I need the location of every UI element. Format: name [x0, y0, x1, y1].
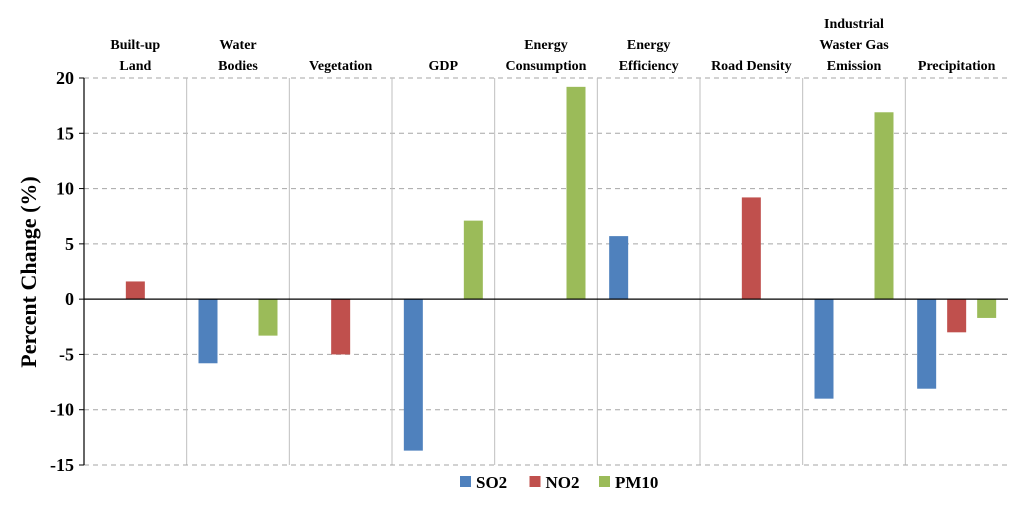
y-axis-title: Percent Change (%)	[16, 176, 41, 367]
category-label: Efficiency	[619, 59, 679, 74]
y-tick-label: 5	[65, 234, 74, 254]
legend-label-so2: SO2	[476, 473, 507, 492]
bar-so2	[609, 236, 629, 300]
y-tick-label: 0	[65, 289, 74, 309]
bar-pm10	[977, 299, 997, 318]
category-label: Precipitation	[918, 59, 996, 74]
category-label: Built-up	[110, 38, 160, 53]
category-label: Emission	[827, 59, 882, 74]
bar-pm10	[874, 112, 894, 300]
category-label: Energy	[524, 38, 568, 53]
y-tick-label: -10	[50, 400, 74, 420]
category-label: Land	[119, 59, 151, 74]
axis-layer	[79, 77, 1008, 466]
bar-layer	[125, 86, 997, 451]
bar-so2	[403, 299, 423, 451]
category-label: Consumption	[506, 59, 587, 74]
label-layer: -15 -10 -5 0 5 10 15 20 Built-up Land Water Bodies V…	[50, 17, 996, 475]
bar-pm10	[258, 299, 278, 336]
category-label: GDP	[429, 59, 459, 74]
y-tick-label: 15	[56, 123, 74, 143]
category-label: Road Density	[711, 59, 792, 74]
legend-swatch-so2	[460, 476, 471, 487]
category-label: Industrial	[824, 17, 884, 32]
category-label: Vegetation	[309, 59, 372, 74]
bar-no2	[741, 197, 761, 300]
bar-no2	[947, 299, 967, 333]
bar-pm10	[463, 220, 483, 300]
category-label: Water	[219, 38, 256, 53]
legend-label-no2: NO2	[546, 473, 580, 492]
y-tick-label: 10	[56, 179, 74, 199]
category-label: Bodies	[218, 59, 258, 74]
bar-no2	[125, 281, 145, 300]
legend-label-pm10: PM10	[615, 473, 658, 492]
y-tick-label: 20	[56, 68, 74, 88]
y-tick-label: -15	[50, 455, 74, 475]
bar-no2	[331, 299, 351, 355]
grid-layer	[84, 77, 1008, 466]
legend: SO2 NO2 PM10	[460, 473, 658, 492]
legend-swatch-no2	[529, 476, 541, 487]
bar-pm10	[566, 86, 586, 300]
bar-so2	[917, 299, 937, 389]
category-label: Waster Gas	[819, 38, 889, 53]
bar-so2	[198, 299, 218, 364]
category-label: Energy	[627, 38, 671, 53]
y-tick-label: -5	[59, 344, 74, 364]
bar-so2	[814, 299, 834, 399]
legend-swatch-pm10	[599, 476, 610, 487]
